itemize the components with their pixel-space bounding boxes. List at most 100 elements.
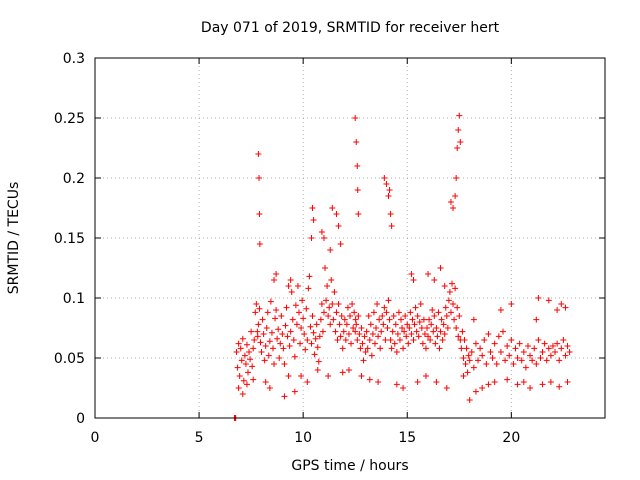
data-point — [335, 223, 342, 229]
axis-ticks: 0 5 10 15 20 0 0.05 0.1 0.15 0.2 0.25 0.3 — [54, 51, 605, 446]
data-point — [417, 301, 424, 307]
data-point — [500, 328, 506, 335]
data-point — [360, 357, 367, 364]
data-point — [298, 325, 305, 331]
data-point — [502, 357, 509, 364]
data-point — [465, 352, 472, 359]
data-point — [518, 357, 525, 364]
data-point — [311, 351, 318, 358]
data-point — [514, 381, 521, 388]
data-point — [396, 337, 403, 343]
data-point — [256, 305, 263, 312]
data-point — [302, 346, 309, 353]
data-point — [366, 376, 373, 383]
data-point — [237, 345, 244, 352]
data-point — [285, 373, 292, 379]
data-point — [296, 309, 302, 316]
data-point — [506, 352, 513, 359]
data-point — [539, 381, 546, 388]
data-point — [554, 340, 561, 347]
data-point — [292, 302, 299, 309]
data-point — [242, 361, 249, 367]
data-point — [333, 211, 340, 217]
data-point — [409, 316, 416, 323]
data-point — [273, 271, 280, 277]
data-point — [343, 321, 350, 328]
data-point — [489, 355, 496, 361]
data-point — [235, 385, 242, 391]
data-point — [455, 333, 462, 340]
data-point — [403, 333, 410, 340]
data-point — [566, 349, 573, 355]
data-point — [273, 307, 280, 313]
data-point — [264, 309, 271, 316]
data-point — [266, 385, 273, 391]
data-point — [381, 175, 388, 181]
data-point — [375, 333, 382, 340]
data-point — [300, 315, 307, 322]
data-point — [472, 340, 479, 347]
data-point — [352, 328, 359, 335]
data-point — [439, 337, 446, 343]
data-point — [564, 343, 571, 349]
data-point — [318, 229, 325, 235]
data-point — [339, 369, 346, 376]
data-point — [354, 163, 361, 169]
data-point — [537, 355, 544, 361]
data-point — [427, 337, 434, 343]
data-point — [345, 367, 352, 373]
data-point — [461, 337, 468, 343]
data-point — [252, 309, 259, 316]
data-point — [335, 301, 342, 307]
data-point — [234, 364, 241, 371]
data-point — [560, 337, 567, 343]
data-point — [294, 283, 301, 289]
data-point — [288, 289, 295, 295]
data-point — [299, 297, 306, 304]
data-point — [527, 352, 534, 359]
data-point — [531, 345, 538, 352]
data-point — [422, 345, 429, 352]
data-point — [390, 313, 397, 319]
data-point — [327, 247, 334, 253]
x-tick-label: 15 — [398, 430, 416, 446]
data-point — [386, 187, 393, 193]
data-point — [406, 325, 413, 331]
data-point — [353, 139, 360, 145]
data-point — [442, 304, 449, 311]
data-point — [522, 364, 529, 371]
data-point — [310, 217, 317, 223]
data-point — [472, 388, 479, 395]
data-point — [402, 313, 409, 319]
data-point — [301, 331, 308, 337]
data-point — [254, 333, 261, 340]
data-point — [399, 325, 406, 331]
data-point — [453, 175, 460, 181]
y-tick-label: 0.15 — [54, 231, 85, 247]
x-tick-label: 5 — [195, 430, 204, 446]
data-point — [545, 297, 552, 304]
data-point — [445, 297, 452, 304]
data-point — [269, 345, 276, 352]
data-point — [450, 301, 457, 307]
data-point — [238, 357, 245, 364]
data-point — [431, 277, 438, 283]
data-point — [437, 328, 444, 335]
data-point — [552, 349, 559, 355]
data-point — [415, 333, 422, 340]
data-point — [350, 325, 357, 331]
data-point — [440, 321, 447, 328]
data-point — [371, 340, 378, 347]
data-point — [357, 345, 364, 352]
data-point — [320, 235, 327, 241]
data-point — [277, 340, 284, 347]
data-point — [487, 349, 494, 355]
data-point — [430, 328, 437, 335]
data-point — [319, 328, 326, 335]
data-point — [452, 285, 459, 292]
data-point — [479, 385, 486, 391]
data-point — [516, 340, 523, 347]
data-point — [261, 357, 268, 364]
data-point — [459, 328, 466, 335]
chart-title: Day 071 of 2019, SRMTID for receiver her… — [201, 20, 500, 36]
